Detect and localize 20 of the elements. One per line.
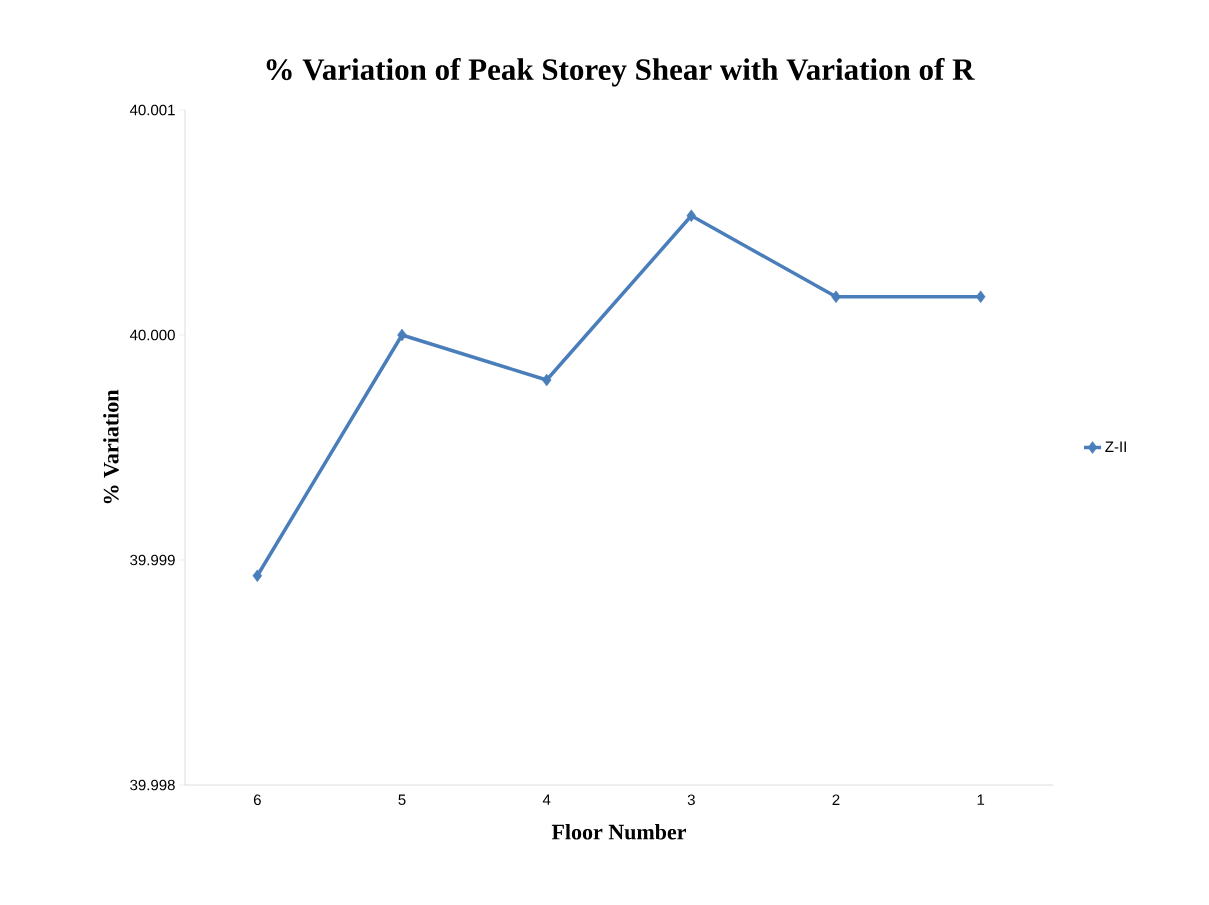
legend-label: Z-II <box>1105 441 1126 452</box>
point <box>686 209 697 223</box>
point <box>975 290 986 304</box>
y-tick-label: 39.998 <box>130 779 175 791</box>
y-tick-label: 39.999 <box>130 554 175 566</box>
chart-title: % Variation of Peak Storey Shear with Variation of R <box>266 57 975 87</box>
x-tick-label: 3 <box>687 794 695 806</box>
x-tick-label: 2 <box>832 794 840 805</box>
point <box>252 569 263 582</box>
x-tick-label: 5 <box>398 794 406 805</box>
y-tick-label: 40.000 <box>129 329 175 341</box>
point <box>397 328 407 342</box>
x-tick-label: 4 <box>542 794 551 805</box>
y-axis-title: % Variation <box>103 389 119 504</box>
y-tick-label: 40.001 <box>129 104 175 116</box>
point <box>541 373 552 387</box>
point <box>831 290 841 304</box>
x-tick-label: 6 <box>253 794 261 806</box>
x-tick-label: 1 <box>977 794 985 805</box>
x-axis-title: Floor Number <box>551 824 687 840</box>
